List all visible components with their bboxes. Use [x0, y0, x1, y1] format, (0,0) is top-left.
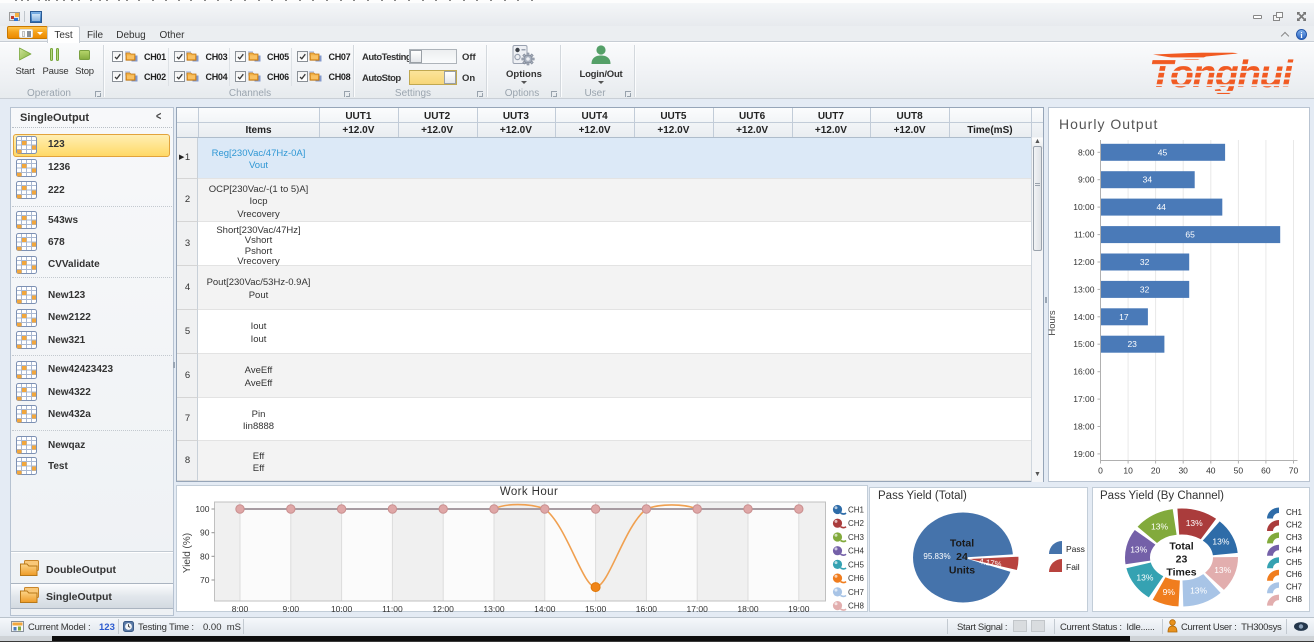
svg-text:8:00: 8:00 [1078, 147, 1095, 157]
svg-text:15:00: 15:00 [1073, 339, 1095, 349]
svg-text:CH2: CH2 [1286, 521, 1303, 530]
svg-text:23: 23 [1127, 339, 1137, 349]
svg-text:13%: 13% [1136, 572, 1153, 582]
svg-text:CH8: CH8 [1286, 595, 1303, 604]
svg-text:CH6: CH6 [848, 574, 865, 583]
svg-text:10: 10 [1123, 466, 1133, 476]
svg-text:100: 100 [195, 504, 209, 514]
svg-text:Hours: Hours [1048, 310, 1058, 336]
svg-text:32: 32 [1140, 257, 1150, 267]
svg-text:13:00: 13:00 [1073, 284, 1095, 294]
svg-text:11:00: 11:00 [1074, 230, 1095, 240]
svg-text:19:00: 19:00 [1073, 449, 1095, 459]
svg-text:60: 60 [1261, 466, 1271, 476]
svg-text:14:00: 14:00 [534, 604, 556, 612]
svg-text:9%: 9% [1163, 587, 1176, 597]
svg-text:23: 23 [1176, 554, 1188, 566]
svg-text:CH2: CH2 [848, 519, 865, 528]
svg-text:CH8: CH8 [848, 602, 865, 611]
svg-text:50: 50 [1234, 466, 1244, 476]
svg-text:Pass: Pass [1066, 544, 1085, 554]
svg-text:Total: Total [1169, 541, 1193, 553]
svg-text:10:00: 10:00 [331, 604, 353, 612]
svg-text:70: 70 [1289, 466, 1299, 476]
svg-text:CH6: CH6 [1286, 570, 1303, 579]
svg-text:13%: 13% [1190, 586, 1207, 596]
svg-text:45: 45 [1158, 147, 1168, 157]
svg-text:80: 80 [200, 551, 210, 561]
svg-text:Times: Times [1166, 567, 1196, 579]
svg-text:13%: 13% [1130, 544, 1147, 554]
svg-text:CH3: CH3 [1286, 533, 1303, 542]
svg-text:8:00: 8:00 [232, 604, 249, 612]
svg-text:CH4: CH4 [848, 547, 865, 556]
svg-text:13:00: 13:00 [483, 604, 505, 612]
svg-text:18:00: 18:00 [737, 604, 759, 612]
svg-text:10:00: 10:00 [1073, 202, 1095, 212]
svg-text:9:00: 9:00 [283, 604, 300, 612]
svg-text:4.17%: 4.17% [978, 557, 1002, 569]
svg-text:20: 20 [1151, 466, 1161, 476]
svg-text:15:00: 15:00 [585, 604, 607, 612]
svg-text:CH1: CH1 [848, 506, 865, 515]
svg-text:32: 32 [1140, 284, 1150, 294]
svg-text:12:00: 12:00 [1073, 257, 1095, 267]
svg-text:65: 65 [1185, 230, 1195, 240]
svg-text:9:00: 9:00 [1078, 175, 1095, 185]
svg-text:CH7: CH7 [1286, 583, 1303, 592]
svg-text:CH1: CH1 [1286, 508, 1303, 517]
svg-text:24: 24 [956, 551, 968, 563]
svg-text:17:00: 17:00 [687, 604, 709, 612]
svg-text:CH5: CH5 [848, 560, 865, 569]
svg-text:CH4: CH4 [1286, 545, 1303, 554]
svg-text:13%: 13% [1186, 518, 1203, 528]
svg-text:Total: Total [950, 538, 974, 550]
svg-text:70: 70 [200, 575, 210, 585]
svg-text:30: 30 [1178, 466, 1188, 476]
svg-text:16:00: 16:00 [636, 604, 658, 612]
svg-text:CH7: CH7 [848, 588, 865, 597]
svg-text:Tonghui: Tonghui [1149, 53, 1294, 94]
svg-text:17: 17 [1119, 312, 1129, 322]
svg-text:CH3: CH3 [848, 533, 865, 542]
svg-text:14:00: 14:00 [1073, 312, 1095, 322]
svg-text:0: 0 [1098, 466, 1103, 476]
svg-text:13%: 13% [1151, 521, 1168, 531]
svg-text:Yield (%): Yield (%) [182, 533, 193, 573]
svg-text:13%: 13% [1212, 537, 1229, 547]
svg-text:13%: 13% [1214, 565, 1231, 575]
svg-text:CH5: CH5 [1286, 558, 1303, 567]
svg-text:90: 90 [200, 528, 210, 538]
svg-text:19:00: 19:00 [788, 604, 810, 612]
svg-text:11:00: 11:00 [382, 604, 403, 612]
svg-text:Fail: Fail [1066, 562, 1080, 572]
svg-text:18:00: 18:00 [1073, 422, 1095, 432]
svg-text:Units: Units [949, 565, 975, 577]
svg-text:95.83%: 95.83% [923, 552, 950, 561]
svg-text:16:00: 16:00 [1073, 367, 1095, 377]
svg-text:12:00: 12:00 [433, 604, 455, 612]
svg-text:17:00: 17:00 [1073, 394, 1095, 404]
svg-text:44: 44 [1156, 202, 1166, 212]
svg-text:40: 40 [1206, 466, 1216, 476]
svg-text:34: 34 [1143, 175, 1153, 185]
